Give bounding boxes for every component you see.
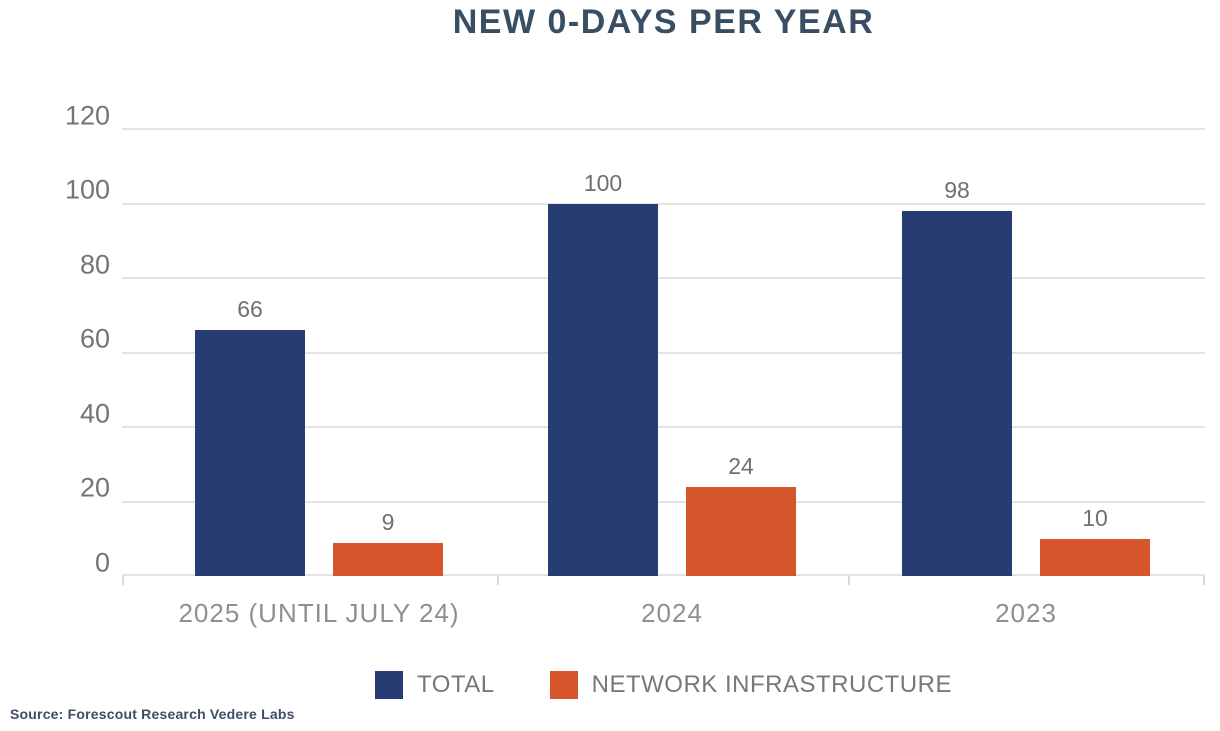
- y-tick-label-120: 120: [64, 100, 110, 130]
- bar-network-infrastructure-3: 10: [1040, 505, 1150, 576]
- source-note: Source: Forescout Research Vedere Labs: [10, 706, 295, 722]
- x-axis-tick-2: [848, 576, 850, 585]
- y-tick-label-0: 0: [94, 547, 110, 577]
- bar-group-2024: 100 24: [548, 170, 796, 576]
- x-axis-labels: 2025 (UNTIL JULY 24) 2024 2023: [122, 598, 1205, 632]
- x-axis-tick-0: [122, 576, 124, 585]
- bar-group-2023: 98 10: [902, 177, 1150, 576]
- bar-total-2: 100: [548, 170, 658, 576]
- gridline-y-60: [122, 351, 1205, 354]
- bar-value-label: 10: [1082, 504, 1108, 531]
- bar-value-label: 66: [237, 296, 263, 323]
- chart-title: NEW 0-DAYS PER YEAR: [452, 3, 875, 41]
- bar-total-1: 66: [195, 296, 305, 576]
- bar-value-label: 24: [728, 452, 754, 479]
- y-tick-label-80: 80: [79, 249, 110, 279]
- gridline-y-120: [122, 128, 1205, 130]
- x-axis-tick-3: [1203, 576, 1205, 585]
- bar-network-infrastructure-2: 24: [686, 453, 796, 576]
- legend-label: TOTAL: [417, 671, 495, 698]
- gridline-y-0: [122, 574, 1205, 576]
- legend-swatch-icon: [375, 671, 404, 699]
- legend-label: NETWORK INFRASTRUCTURE: [591, 671, 952, 698]
- legend-item-total: TOTAL: [375, 671, 495, 699]
- bar-group-2025-until-july-24-: 66 9: [195, 296, 443, 576]
- y-tick-label-60: 60: [79, 323, 110, 354]
- y-axis-labels: 0 20 40 60 80 100 120: [0, 102, 110, 577]
- plot-area: 66 9 100 24 98 10: [122, 128, 1205, 585]
- y-tick-label-20: 20: [79, 472, 110, 503]
- gridline-y-40: [122, 426, 1205, 428]
- legend-item-network-infrastructure: NETWORK INFRASTRUCTURE: [549, 671, 952, 699]
- x-category-label-3: 2023: [995, 598, 1057, 628]
- x-axis-tick-1: [497, 576, 499, 585]
- bar-value-label: 100: [583, 169, 623, 196]
- bar-total-3: 98: [902, 177, 1012, 576]
- bar-value-label: 9: [381, 508, 395, 535]
- gridline-y-20: [122, 500, 1205, 503]
- y-tick-label-100: 100: [64, 174, 110, 205]
- x-category-label-1: 2025 (UNTIL JULY 24): [178, 598, 460, 628]
- y-tick-label-40: 40: [79, 398, 110, 428]
- legend: TOTAL NETWORK INFRASTRUCTURE: [122, 671, 1205, 699]
- legend-swatch-icon: [549, 671, 578, 699]
- bar-network-infrastructure-1: 9: [333, 509, 443, 576]
- bar-value-label: 98: [944, 176, 970, 203]
- gridline-y-100: [122, 202, 1205, 205]
- x-category-label-2: 2024: [641, 598, 703, 628]
- gridline-y-80: [122, 277, 1205, 279]
